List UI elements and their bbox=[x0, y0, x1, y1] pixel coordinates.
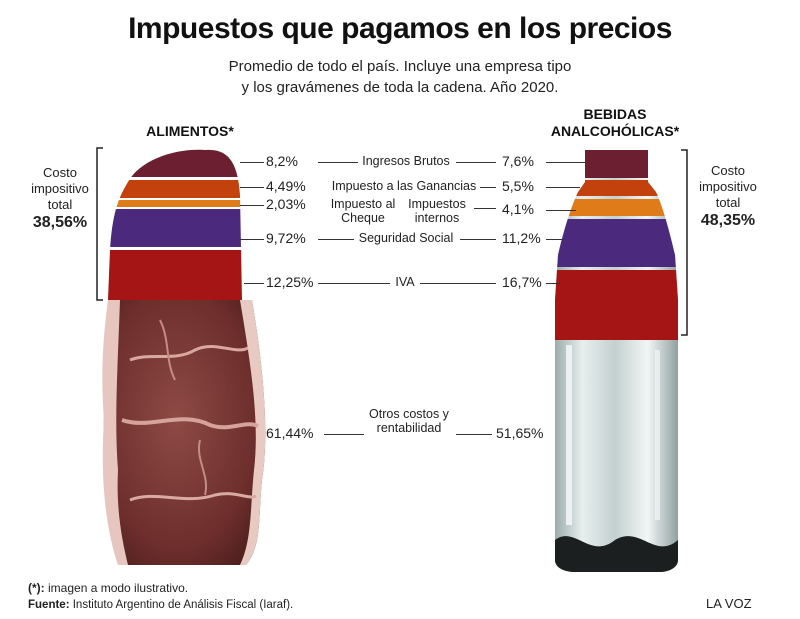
footnote: (*): imagen a modo ilustrativo. bbox=[28, 581, 188, 595]
right-bracket bbox=[681, 149, 688, 336]
right-header-line1: BEBIDAS bbox=[583, 106, 647, 122]
meat-tax-bands bbox=[108, 149, 242, 300]
row-value-alimentos: 61,44% bbox=[266, 425, 314, 441]
left-bracket bbox=[96, 147, 103, 301]
row-value-bebidas: 7,6% bbox=[502, 153, 534, 169]
row-label-right: Impuestos internos bbox=[408, 197, 466, 225]
row-value-bebidas: 5,5% bbox=[502, 178, 534, 194]
page-title: Impuestos que pagamos en los precios bbox=[128, 12, 672, 45]
row-value-bebidas: 16,7% bbox=[502, 274, 542, 290]
subtitle-line2: y los gravámenes de toda la cadena. Año … bbox=[241, 79, 559, 96]
left-header: ALIMENTOS* bbox=[146, 123, 234, 139]
row-value-bebidas: 51,65% bbox=[496, 425, 544, 441]
row-value-alimentos: 4,49% bbox=[266, 178, 306, 194]
subtitle-line1: Promedio de todo el país. Incluye una em… bbox=[228, 58, 572, 75]
row-value-alimentos: 12,25% bbox=[266, 274, 314, 290]
left-total-line2: impositivo bbox=[31, 181, 89, 196]
steak-image bbox=[102, 300, 266, 565]
right-total-label: Costo impositivo total 48,35% bbox=[690, 163, 766, 229]
right-total-line3: total bbox=[715, 195, 741, 210]
row-label: Impuesto a las Ganancias bbox=[331, 179, 477, 193]
row-label-left: Impuesto al Cheque bbox=[330, 197, 396, 225]
left-total-line1: Costo bbox=[43, 165, 77, 180]
brand-logo: LA VOZ bbox=[706, 596, 752, 611]
right-header: BEBIDAS ANALCOHÓLICAS* bbox=[540, 106, 690, 140]
row-label: Seguridad Social bbox=[358, 231, 454, 245]
bottle-image bbox=[555, 150, 678, 572]
row-value-alimentos: 8,2% bbox=[266, 153, 298, 169]
row-value-alimentos: 9,72% bbox=[266, 230, 306, 246]
right-header-line2: ANALCOHÓLICAS* bbox=[550, 123, 680, 139]
row-value-bebidas: 11,2% bbox=[502, 230, 541, 246]
footnote-text: imagen a modo ilustrativo. bbox=[44, 581, 189, 595]
left-total-value: 38,56% bbox=[32, 214, 88, 231]
source: Fuente: Instituto Argentino de Análisis … bbox=[28, 599, 293, 611]
right-total-value: 48,35% bbox=[700, 212, 756, 229]
left-total-line3: total bbox=[47, 197, 73, 212]
row-label: IVA bbox=[395, 275, 415, 289]
row-label: Otros costos y rentabilidad bbox=[369, 407, 449, 435]
source-text: Instituto Argentino de Análisis Fiscal (… bbox=[69, 599, 294, 611]
source-label: Fuente: bbox=[28, 599, 70, 611]
row-value-alimentos: 2,03% bbox=[266, 196, 306, 212]
right-total-line2: impositivo bbox=[699, 179, 757, 194]
row-label: Ingresos Brutos bbox=[362, 154, 450, 168]
right-total-line1: Costo bbox=[711, 163, 745, 178]
left-total-label: Costo impositivo total 38,56% bbox=[22, 165, 98, 231]
row-value-bebidas: 4,1% bbox=[502, 201, 534, 217]
footnote-mark: (*): bbox=[28, 581, 45, 595]
